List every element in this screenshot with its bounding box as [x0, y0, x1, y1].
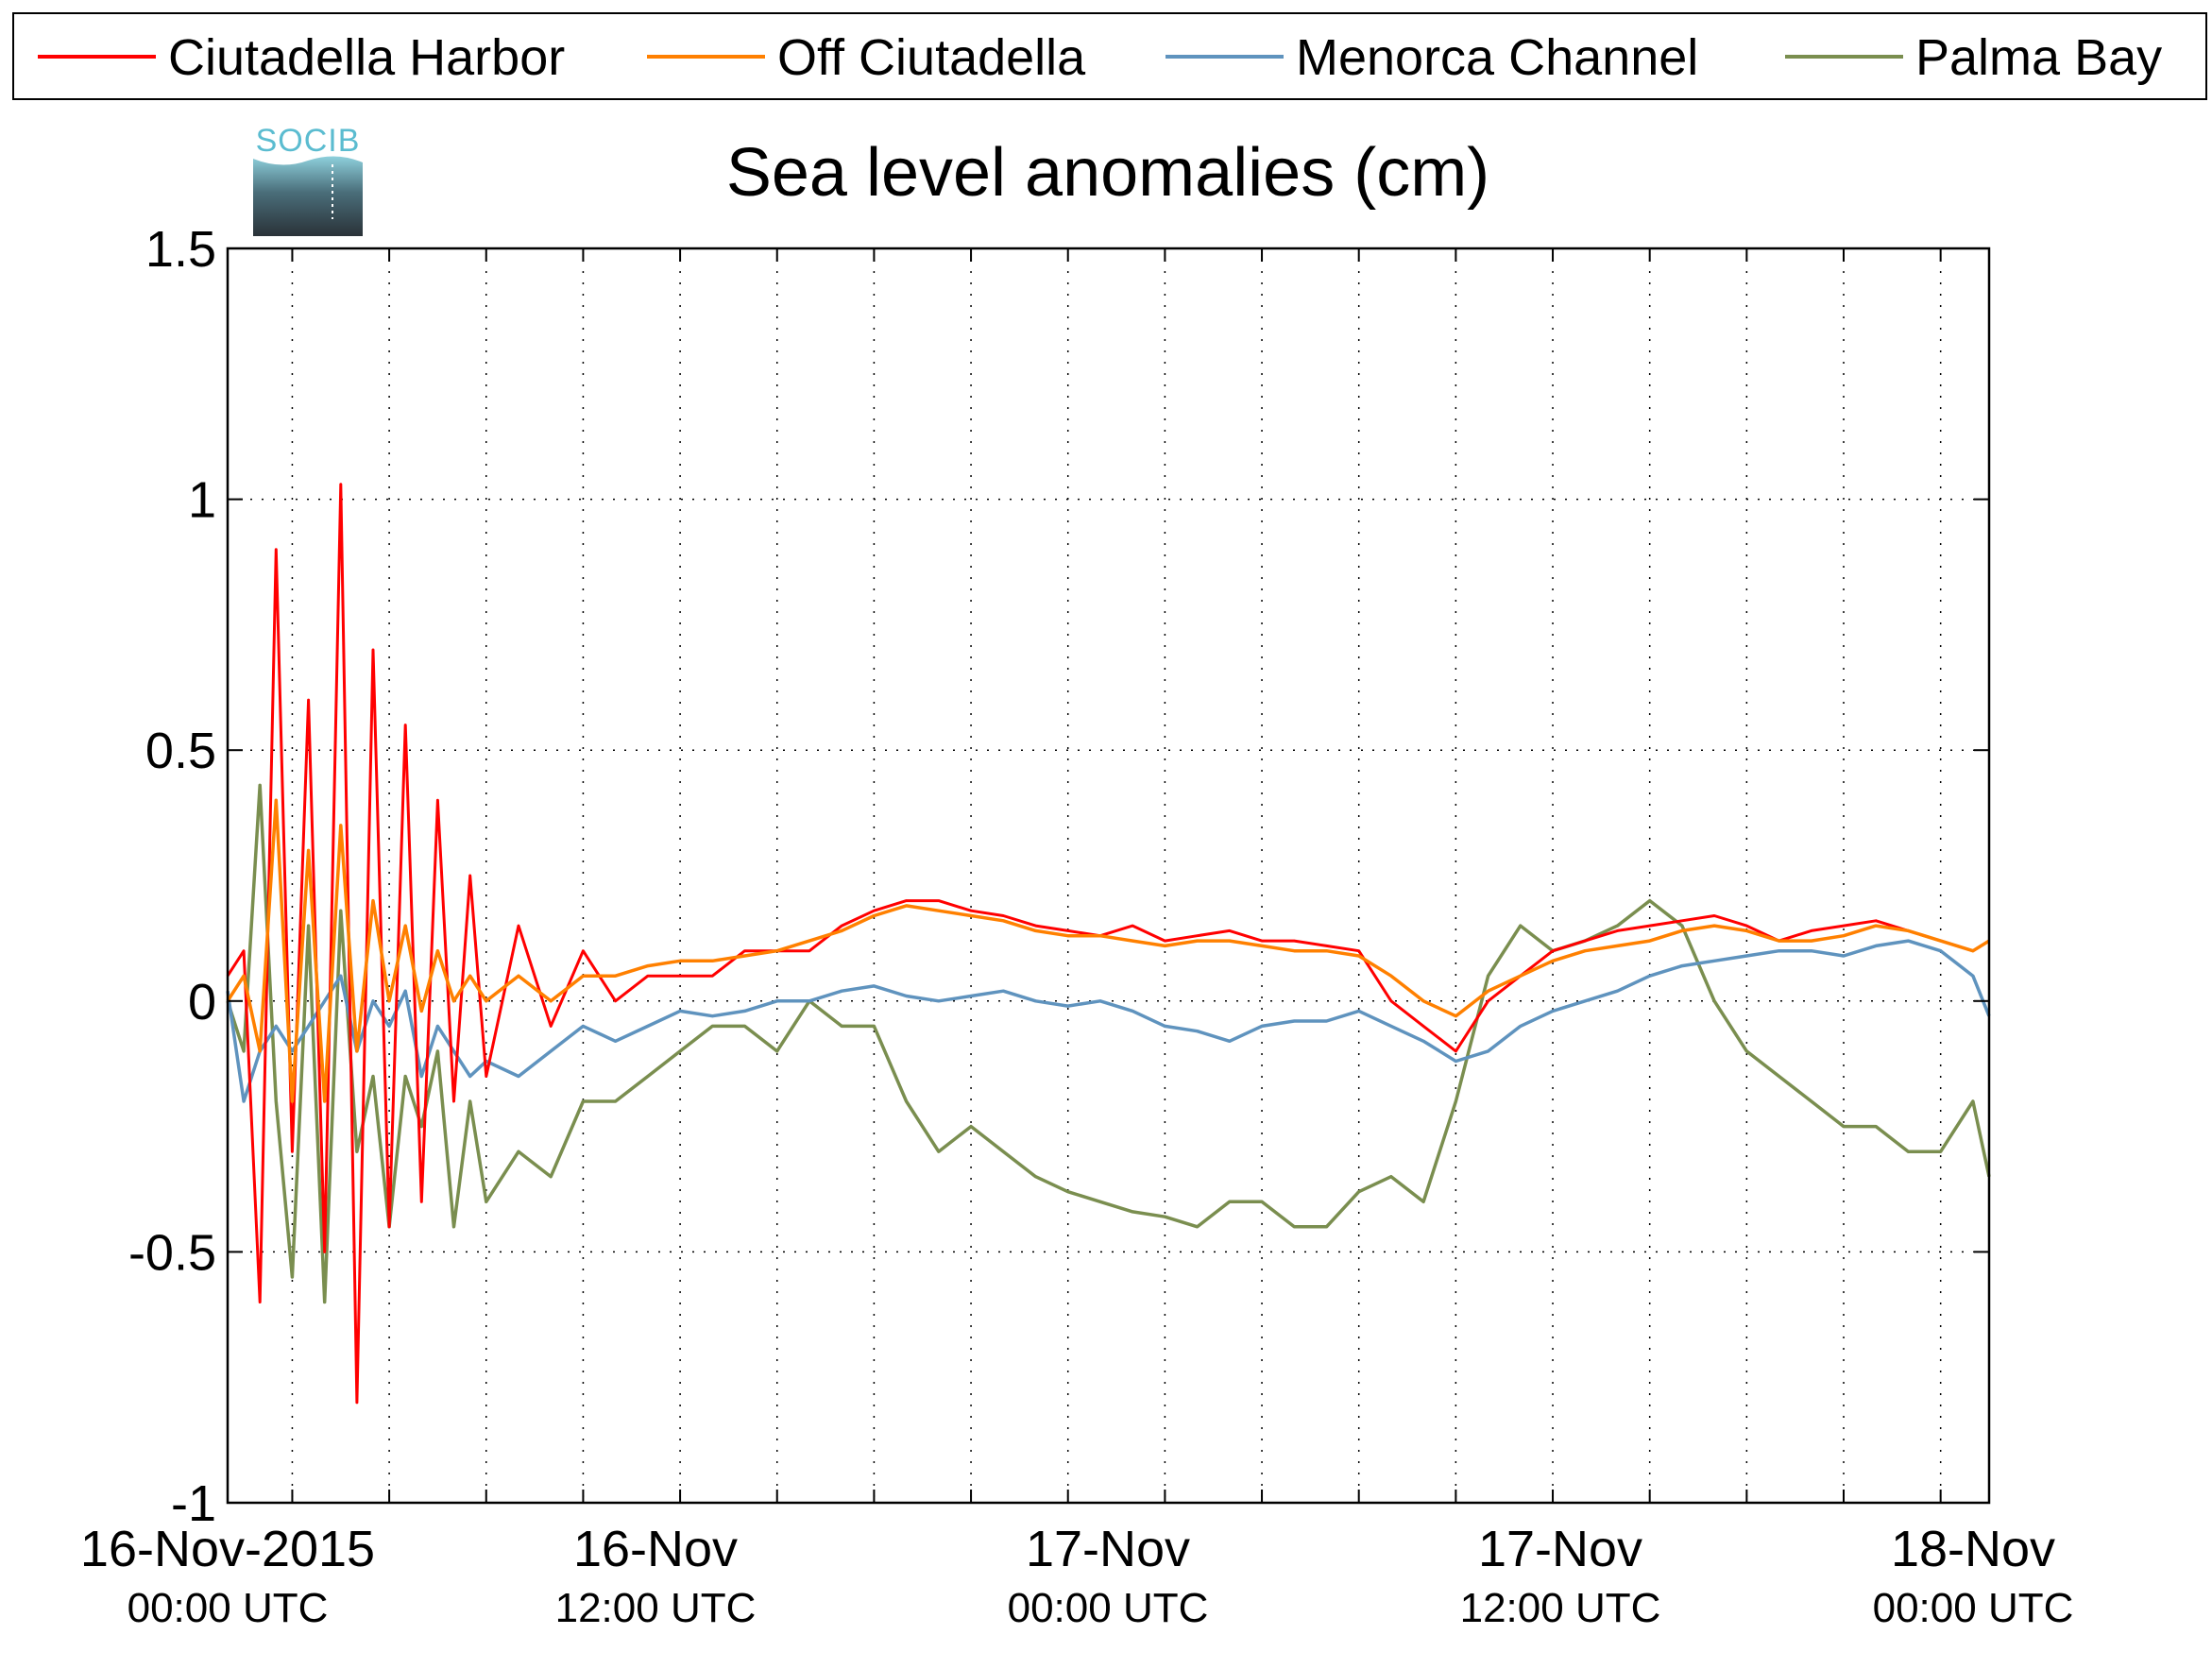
y-tick-label: -1 [171, 1475, 216, 1532]
x-tick-time-label: 12:00 UTC [555, 1585, 757, 1631]
x-tick-date-label: 18-Nov [1891, 1521, 2055, 1577]
x-tick-time-label: 00:00 UTC [1873, 1585, 2074, 1631]
x-tick-time-label: 12:00 UTC [1460, 1585, 1661, 1631]
x-tick-date-label: 16-Nov-2015 [80, 1521, 375, 1577]
x-tick-date-label: 17-Nov [1478, 1521, 1642, 1577]
y-tick-label: 1 [188, 472, 216, 529]
x-tick-date-label: 17-Nov [1026, 1521, 1190, 1577]
logo-text: SOCIB [256, 123, 361, 159]
legend-label: Palma Bay [1915, 29, 2162, 86]
series-line-menorca-channel [226, 939, 1991, 1103]
logo-wave-shape [253, 156, 363, 236]
plot-frame [226, 247, 1991, 1505]
legend-label: Ciutadella Harbor [168, 29, 565, 86]
socib-logo: SOCIB [253, 123, 363, 236]
legend-label: Off Ciutadella [777, 29, 1086, 86]
chart-title: Sea level anomalies (cm) [726, 135, 1489, 211]
series-line-ciutadella-harbor [226, 483, 1990, 1405]
legend-label: Menorca Channel [1296, 29, 1698, 86]
legend: Ciutadella Harbor Off Ciutadella Menorca C… [12, 12, 2207, 100]
y-tick-label: 0.5 [145, 723, 216, 779]
series-line-palma-bay [226, 783, 1991, 1304]
series-line-off-ciutadella [226, 798, 1990, 1103]
x-tick-time-label: 00:00 UTC [1008, 1585, 1209, 1631]
x-tick-time-label: 00:00 UTC [128, 1585, 329, 1631]
y-tick-label: -0.5 [128, 1224, 216, 1281]
y-tick-label: 1.5 [145, 221, 216, 278]
x-tick-date-label: 16-Nov [573, 1521, 738, 1577]
y-tick-label: 0 [188, 974, 216, 1030]
